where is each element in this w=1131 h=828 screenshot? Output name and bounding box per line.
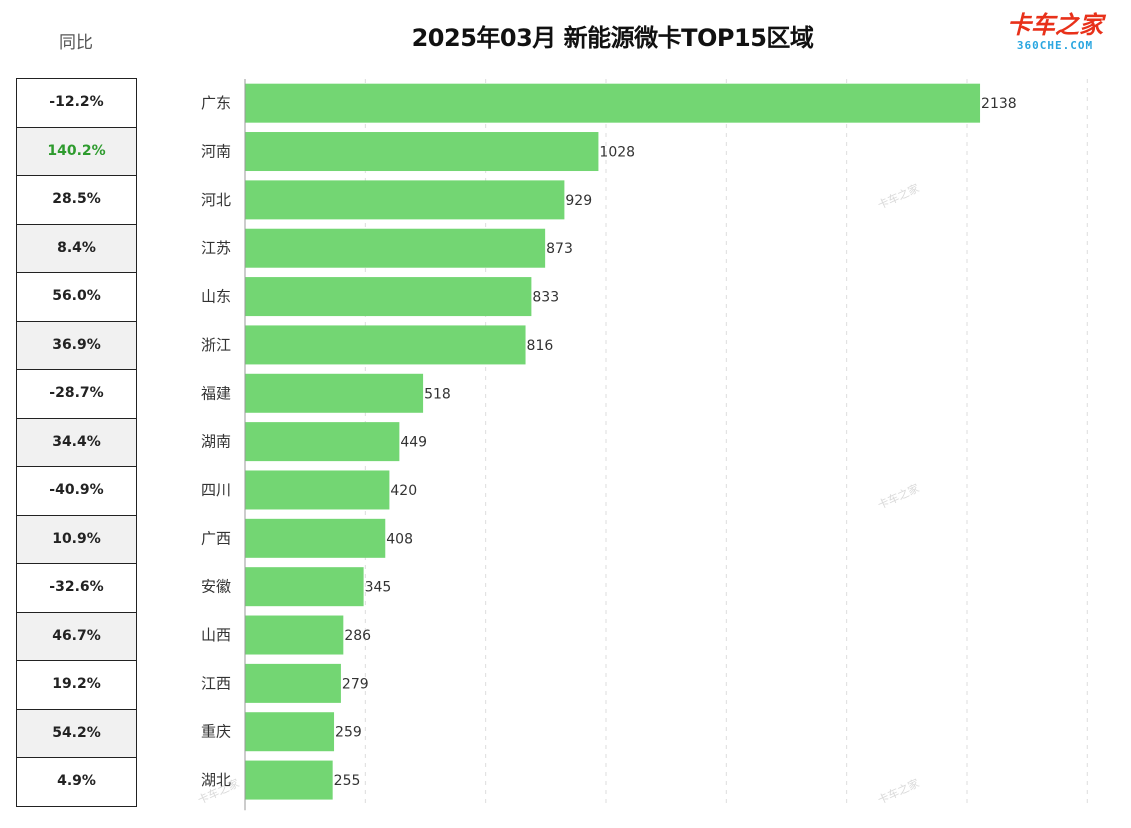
category-label: 山西: [201, 626, 231, 644]
category-label: 福建: [201, 384, 231, 402]
bar: [245, 228, 546, 268]
value-label: 1028: [599, 145, 635, 161]
bar: [245, 373, 424, 413]
chart-title: 2025年03月 新能源微卡TOP15区域: [411, 24, 814, 52]
yoy-cell: 46.7%: [17, 612, 136, 661]
yoy-cell: -28.7%: [17, 370, 136, 419]
value-label: 408: [386, 531, 413, 547]
yoy-cell: 8.4%: [17, 224, 136, 273]
logo-text: 卡车之家: [1007, 11, 1103, 39]
watermark: 卡车之家: [875, 481, 921, 512]
yoy-cell: 10.9%: [17, 515, 136, 564]
yoy-cell: 140.2%: [17, 127, 136, 176]
category-label: 浙江: [201, 336, 231, 354]
bar: [245, 180, 565, 220]
category-label: 山东: [201, 288, 231, 306]
category-label: 四川: [201, 481, 231, 499]
bar: [245, 83, 981, 123]
value-label: 2138: [981, 96, 1017, 112]
watermark: 卡车之家: [875, 776, 921, 807]
value-label: 518: [424, 386, 451, 402]
bar: [245, 325, 526, 365]
category-label: 河南: [201, 143, 231, 161]
bar: [245, 132, 599, 172]
yoy-cell: 19.2%: [17, 661, 136, 710]
yoy-header: 同比: [59, 33, 93, 53]
value-label: 449: [400, 435, 427, 451]
value-label: 286: [344, 628, 371, 644]
category-label: 重庆: [201, 723, 231, 741]
category-label: 湖北: [201, 771, 231, 789]
yoy-cell: 56.0%: [17, 273, 136, 322]
category-label: 安徽: [201, 578, 231, 596]
bar: [245, 712, 335, 752]
value-label: 345: [365, 580, 392, 596]
bar: [245, 663, 341, 703]
bar: [245, 470, 390, 510]
bar: [245, 277, 532, 317]
yoy-cell: 36.9%: [17, 321, 136, 370]
value-label: 873: [546, 241, 573, 257]
category-label: 广东: [201, 94, 231, 112]
category-label: 河北: [201, 191, 231, 209]
yoy-cell: -40.9%: [17, 467, 136, 516]
value-label: 929: [565, 193, 592, 209]
value-label: 255: [334, 773, 361, 789]
yoy-cell: -12.2%: [17, 79, 136, 128]
value-label: 279: [342, 676, 369, 692]
yoy-cell: 4.9%: [57, 773, 96, 789]
yoy-cell: 28.5%: [17, 176, 136, 225]
category-label: 江苏: [201, 239, 231, 257]
value-label: 420: [390, 483, 417, 499]
category-label: 江西: [201, 674, 231, 692]
bar: [245, 615, 344, 655]
yoy-cell: 34.4%: [17, 418, 136, 467]
category-label: 广西: [201, 529, 231, 547]
value-label: 833: [532, 290, 559, 306]
value-label: 816: [527, 338, 554, 354]
value-label: 259: [335, 725, 362, 741]
yoy-table: -12.2% 140.2% 28.5% 8.4% 56.0% 36.9% -28.7% 34.…: [16, 78, 137, 807]
bar: [245, 518, 386, 558]
brand-logo: 卡车之家 360CHE.COM: [1001, 10, 1109, 52]
yoy-cell: 54.2%: [17, 709, 136, 758]
bar: [245, 422, 400, 462]
watermark: 卡车之家: [875, 181, 921, 212]
category-label: 湖南: [201, 433, 231, 451]
bar: [245, 760, 333, 800]
yoy-cell: -32.6%: [17, 564, 136, 613]
bar: [245, 567, 364, 607]
logo-url: 360CHE.COM: [1016, 39, 1094, 52]
